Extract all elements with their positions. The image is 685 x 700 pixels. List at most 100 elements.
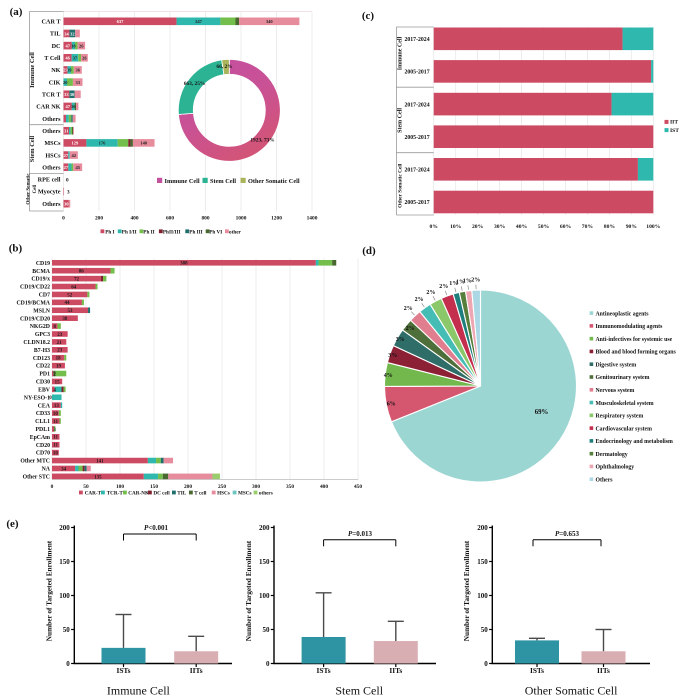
svg-text:Others: Others — [596, 477, 614, 483]
svg-text:33: 33 — [75, 80, 80, 85]
svg-text:2017-2024: 2017-2024 — [404, 37, 429, 43]
svg-text:50: 50 — [83, 484, 89, 490]
svg-text:CD19/CD20: CD19/CD20 — [20, 316, 50, 322]
svg-text:19: 19 — [67, 68, 72, 73]
svg-text:0: 0 — [51, 484, 54, 490]
svg-text:CD19/x: CD19/x — [31, 277, 50, 283]
svg-text:200: 200 — [477, 524, 488, 532]
svg-text:CD30: CD30 — [36, 380, 50, 386]
svg-text:Myocyte: Myocyte — [38, 189, 61, 196]
svg-text:2%: 2% — [406, 326, 415, 332]
svg-text:(a): (a) — [10, 6, 23, 18]
svg-text:Respiratory system: Respiratory system — [596, 414, 644, 420]
svg-text:ISTs: ISTs — [116, 666, 130, 675]
svg-text:GPC3: GPC3 — [35, 332, 50, 338]
svg-text:ISTs: ISTs — [530, 666, 544, 675]
svg-text:Other Somatic Cell: Other Somatic Cell — [397, 163, 403, 208]
svg-text:52: 52 — [67, 293, 73, 298]
svg-text:Immunomodulating agents: Immunomodulating agents — [596, 324, 664, 330]
svg-text:Dermatology: Dermatology — [596, 452, 628, 458]
svg-text:0: 0 — [66, 178, 69, 184]
svg-text:6%: 6% — [387, 402, 396, 408]
svg-text:(b): (b) — [9, 243, 23, 255]
svg-text:30%: 30% — [494, 224, 506, 230]
svg-text:Anti-infectives for systemic u: Anti-infectives for systemic use — [596, 337, 673, 343]
svg-text:800: 800 — [201, 216, 209, 222]
svg-text:others: others — [259, 491, 273, 497]
svg-text:13: 13 — [54, 404, 60, 409]
svg-text:42: 42 — [72, 153, 77, 158]
svg-text:CD7: CD7 — [39, 293, 50, 299]
svg-text:DC: DC — [52, 43, 61, 50]
svg-text:MSCs: MSCs — [44, 140, 61, 147]
svg-text:30: 30 — [70, 92, 75, 97]
svg-text:BCMA: BCMA — [32, 269, 51, 275]
svg-text:2005-2017: 2005-2017 — [404, 200, 429, 206]
svg-text:31: 31 — [64, 129, 69, 134]
svg-text:40%: 40% — [516, 224, 528, 230]
svg-text:HSCs: HSCs — [217, 491, 230, 497]
svg-text:CLDN18.2: CLDN18.2 — [23, 340, 50, 346]
svg-text:400: 400 — [130, 216, 138, 222]
svg-text:200: 200 — [95, 216, 103, 222]
svg-text:26: 26 — [82, 56, 87, 61]
svg-text:200: 200 — [184, 484, 192, 490]
svg-text:IITs: IITs — [389, 666, 402, 675]
svg-text:CD123: CD123 — [33, 356, 50, 362]
svg-text:Ph III: Ph III — [189, 229, 202, 235]
svg-text:33: 33 — [64, 92, 69, 97]
svg-text:0: 0 — [62, 216, 65, 222]
svg-text:19: 19 — [56, 365, 62, 370]
svg-text:2%: 2% — [404, 306, 413, 312]
svg-text:3%: 3% — [396, 337, 405, 343]
svg-text:0: 0 — [484, 660, 488, 668]
svg-text:Other Somatic Cell: Other Somatic Cell — [248, 178, 300, 185]
svg-text:53: 53 — [68, 309, 74, 314]
svg-text:PDL1: PDL1 — [36, 427, 51, 433]
svg-text:CD22: CD22 — [36, 364, 50, 370]
svg-text:2005-2017: 2005-2017 — [404, 135, 429, 141]
svg-text:47: 47 — [65, 43, 70, 48]
svg-text:EBV: EBV — [38, 388, 51, 394]
svg-text:23: 23 — [63, 68, 68, 73]
svg-text:34: 34 — [64, 31, 69, 36]
svg-text:150: 150 — [477, 558, 488, 566]
svg-text:1%: 1% — [463, 278, 472, 284]
svg-text:34: 34 — [61, 467, 67, 472]
svg-text:176: 176 — [99, 141, 107, 146]
svg-text:60%: 60% — [560, 224, 572, 230]
svg-text:CLL1: CLL1 — [35, 419, 50, 425]
svg-text:50: 50 — [63, 626, 71, 634]
svg-text:2017-2024: 2017-2024 — [404, 168, 429, 174]
svg-text:NK: NK — [51, 67, 60, 74]
svg-text:Nervous system: Nervous system — [596, 388, 635, 394]
svg-text:44: 44 — [65, 301, 71, 306]
svg-text:3%: 3% — [388, 353, 397, 359]
svg-text:Number of Targeted Enrollment: Number of Targeted Enrollment — [45, 540, 54, 641]
svg-text:20: 20 — [63, 80, 68, 85]
svg-text:450: 450 — [354, 484, 362, 490]
svg-text:Blood and blood forming organs: Blood and blood forming organs — [596, 350, 677, 356]
svg-text:EpCAm: EpCAm — [30, 435, 50, 441]
svg-text:Musculoskeletal system: Musculoskeletal system — [596, 401, 654, 407]
svg-text:50: 50 — [263, 626, 271, 634]
svg-text:Cardiovascular system: Cardiovascular system — [596, 426, 653, 432]
svg-text:1%: 1% — [456, 279, 465, 285]
svg-text:23: 23 — [57, 349, 63, 354]
svg-text:2: 2 — [53, 372, 56, 377]
svg-text:135: 135 — [94, 475, 102, 480]
svg-text:0: 0 — [49, 396, 52, 401]
svg-text:200: 200 — [59, 524, 70, 532]
svg-text:Immune Cell: Immune Cell — [165, 178, 200, 185]
svg-text:50%: 50% — [538, 224, 550, 230]
svg-text:141: 141 — [96, 459, 104, 464]
svg-text:Ph VI: Ph VI — [209, 229, 222, 235]
svg-text:IST: IST — [670, 128, 679, 134]
svg-text:11: 11 — [53, 444, 58, 449]
svg-text:CEA: CEA — [38, 403, 51, 409]
svg-text:1%: 1% — [449, 281, 458, 287]
svg-text:CAR-NK: CAR-NK — [128, 491, 149, 497]
svg-text:4%: 4% — [384, 373, 393, 379]
svg-text:200: 200 — [259, 524, 270, 532]
svg-text:Stem Cell: Stem Cell — [397, 108, 403, 133]
